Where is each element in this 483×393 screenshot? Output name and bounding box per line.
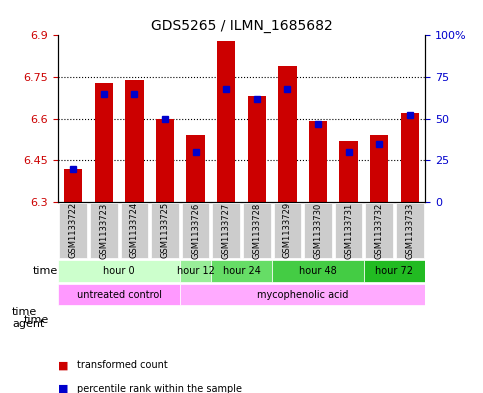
Text: GSM1133731: GSM1133731 — [344, 202, 353, 259]
Bar — [186, 135, 205, 202]
Text: mycophenolic acid: mycophenolic acid — [257, 290, 348, 299]
FancyBboxPatch shape — [274, 203, 301, 258]
Bar — [217, 41, 235, 202]
Text: time: time — [24, 315, 49, 325]
Text: hour 0: hour 0 — [103, 266, 135, 276]
Text: GSM1133733: GSM1133733 — [405, 202, 414, 259]
Text: ■: ■ — [58, 360, 69, 371]
Text: time: time — [12, 307, 37, 318]
Text: GSM1133723: GSM1133723 — [99, 202, 108, 259]
Text: GSM1133727: GSM1133727 — [222, 202, 231, 259]
FancyBboxPatch shape — [180, 260, 211, 281]
Text: percentile rank within the sample: percentile rank within the sample — [77, 384, 242, 393]
FancyBboxPatch shape — [182, 203, 210, 258]
Text: GSM1133728: GSM1133728 — [252, 202, 261, 259]
FancyBboxPatch shape — [211, 260, 272, 281]
FancyBboxPatch shape — [121, 203, 148, 258]
FancyBboxPatch shape — [243, 203, 270, 258]
Text: hour 72: hour 72 — [375, 266, 413, 276]
Text: time: time — [33, 266, 58, 276]
Text: hour 48: hour 48 — [299, 266, 337, 276]
Bar — [400, 113, 419, 202]
Text: ■: ■ — [58, 384, 69, 393]
Text: untreated control: untreated control — [77, 290, 162, 299]
Bar — [125, 80, 143, 202]
FancyBboxPatch shape — [180, 284, 425, 305]
FancyBboxPatch shape — [59, 203, 87, 258]
Text: GSM1133722: GSM1133722 — [69, 202, 78, 259]
FancyBboxPatch shape — [151, 203, 179, 258]
FancyBboxPatch shape — [304, 203, 332, 258]
Text: hour 12: hour 12 — [177, 266, 214, 276]
Text: transformed count: transformed count — [77, 360, 168, 371]
Text: GSM1133725: GSM1133725 — [160, 202, 170, 259]
FancyBboxPatch shape — [396, 203, 424, 258]
FancyBboxPatch shape — [364, 260, 425, 281]
FancyBboxPatch shape — [366, 203, 393, 258]
FancyBboxPatch shape — [90, 203, 118, 258]
Bar — [340, 141, 358, 202]
Text: hour 24: hour 24 — [223, 266, 260, 276]
Text: GSM1133729: GSM1133729 — [283, 202, 292, 259]
Text: GSM1133726: GSM1133726 — [191, 202, 200, 259]
FancyBboxPatch shape — [213, 203, 240, 258]
Bar — [309, 121, 327, 202]
FancyBboxPatch shape — [335, 203, 362, 258]
Bar — [278, 66, 297, 202]
FancyBboxPatch shape — [272, 260, 364, 281]
Bar — [64, 169, 83, 202]
Bar — [95, 83, 113, 202]
FancyBboxPatch shape — [58, 260, 180, 281]
Bar — [156, 119, 174, 202]
Text: GSM1133724: GSM1133724 — [130, 202, 139, 259]
Text: GSM1133732: GSM1133732 — [375, 202, 384, 259]
Title: GDS5265 / ILMN_1685682: GDS5265 / ILMN_1685682 — [151, 19, 332, 33]
Text: agent: agent — [12, 319, 44, 329]
Bar — [370, 135, 388, 202]
Text: GSM1133730: GSM1133730 — [313, 202, 323, 259]
FancyBboxPatch shape — [58, 284, 180, 305]
Bar — [248, 96, 266, 202]
